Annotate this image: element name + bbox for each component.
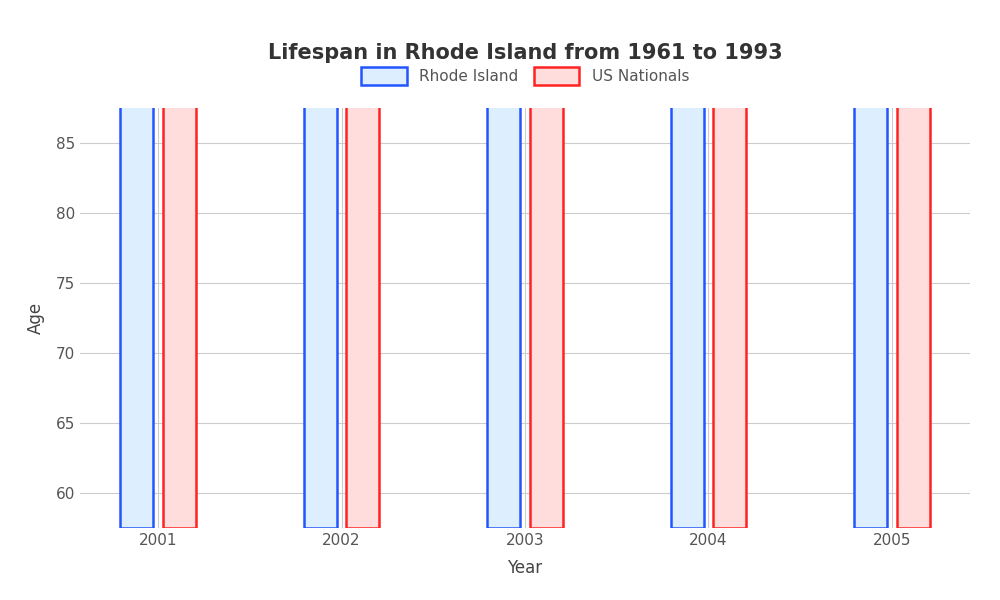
- Bar: [487, 0, 520, 528]
- Bar: [163, 0, 196, 528]
- Title: Lifespan in Rhode Island from 1961 to 1993: Lifespan in Rhode Island from 1961 to 19…: [268, 43, 782, 64]
- Y-axis label: Age: Age: [27, 302, 45, 334]
- Bar: [530, 0, 563, 528]
- Bar: [854, 0, 887, 528]
- Legend: Rhode Island, US Nationals: Rhode Island, US Nationals: [355, 61, 695, 91]
- Bar: [346, 0, 379, 528]
- Bar: [897, 0, 930, 528]
- Bar: [304, 0, 337, 528]
- X-axis label: Year: Year: [507, 559, 543, 577]
- Bar: [120, 0, 153, 528]
- Bar: [713, 0, 746, 528]
- Bar: [671, 0, 704, 528]
